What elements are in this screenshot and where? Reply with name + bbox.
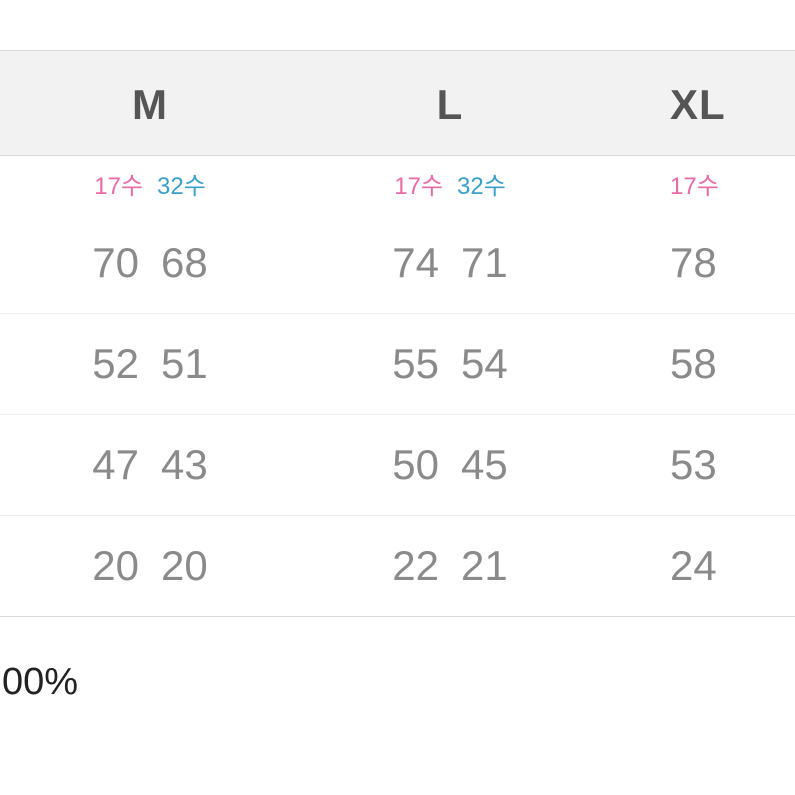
subheader-m-a: 17수 — [94, 166, 143, 201]
table-row: 70 68 74 71 78 — [0, 213, 795, 314]
cell-value: 22 — [392, 542, 439, 590]
col-header-xl: XL — [600, 51, 795, 156]
cell-value: 54 — [461, 340, 508, 388]
cell-value: 45 — [461, 441, 508, 489]
subheader-xl-a: 17수 — [670, 166, 719, 201]
cell-value: 50 — [392, 441, 439, 489]
col-header-l: L — [300, 51, 600, 156]
cell-value: 51 — [161, 340, 208, 388]
cell-value: 52 — [92, 340, 139, 388]
cell-value: 68 — [161, 239, 208, 287]
cell-value: 20 — [92, 542, 139, 590]
table-row: 20 20 22 21 24 — [0, 516, 795, 617]
table-row: 47 43 50 45 53 — [0, 415, 795, 516]
cell-value: 24 — [670, 542, 717, 590]
cell-value: 74 — [392, 239, 439, 287]
cell-value: 78 — [670, 239, 717, 287]
cell-value: 53 — [670, 441, 717, 489]
cell-value: 58 — [670, 340, 717, 388]
table-row: 52 51 55 54 58 — [0, 314, 795, 415]
table-subheader-row: 17수 32수 17수 32수 17수 — [0, 156, 795, 214]
cell-value: 47 — [92, 441, 139, 489]
footer-note: 00% — [0, 617, 795, 704]
cell-value: 20 — [161, 542, 208, 590]
cell-value: 43 — [161, 441, 208, 489]
subheader-l-b: 32수 — [457, 166, 506, 201]
cell-value: 71 — [461, 239, 508, 287]
table-header-row: M L XL — [0, 51, 795, 156]
size-table: M L XL 17수 32수 17수 32수 17수 70 68 7 — [0, 50, 795, 617]
cell-value: 55 — [392, 340, 439, 388]
subheader-m-b: 32수 — [157, 166, 206, 201]
cell-value: 70 — [92, 239, 139, 287]
cell-value: 21 — [461, 542, 508, 590]
col-header-m: M — [0, 51, 300, 156]
subheader-l-a: 17수 — [394, 166, 443, 201]
